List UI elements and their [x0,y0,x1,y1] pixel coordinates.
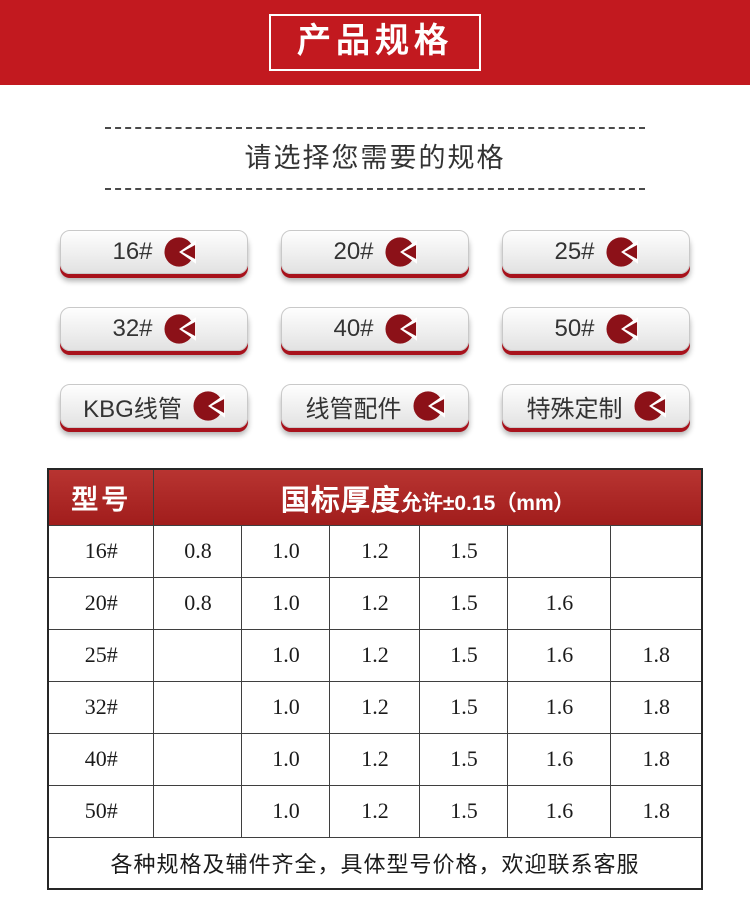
thickness-value-cell: 1.8 [610,732,703,786]
spec-button-label: KBG线管 [83,395,182,423]
table-row: 20# 0.8 1.0 1.2 1.5 1.6 [47,576,703,630]
model-cell: 32# [47,680,155,734]
spec-table: 型号 国标厚度允许±0.15（mm） 16# 0.8 1.0 1.2 1.5 20# 0.8… [46,468,704,891]
table-row: 25# 1.0 1.2 1.5 1.6 1.8 [47,628,703,682]
spec-button-32[interactable]: 32# [60,307,248,352]
thickness-value-cell [610,576,703,630]
thickness-value-cell: 1.2 [329,680,421,734]
spec-button-grid: 16# 20# 25# 32# 40# 50# KBG线管 线管配件 特殊定制 [60,230,690,429]
spec-button-40[interactable]: 40# [281,307,469,352]
model-cell: 50# [47,784,155,838]
pie-click-icon [163,314,196,344]
thickness-value-cell: 1.5 [419,680,509,734]
thickness-value-cell: 1.5 [419,732,509,786]
pie-click-icon [633,391,666,421]
thickness-value-cell: 1.8 [610,680,703,734]
thickness-value-cell [610,524,703,578]
spec-button-label: 25# [554,238,595,266]
pie-click-icon [384,314,417,344]
spec-button-label: 线管配件 [305,395,402,423]
spec-button-20[interactable]: 20# [281,230,469,275]
thickness-value-cell [153,732,243,786]
model-column-header: 型号 [47,468,155,526]
thickness-value-cell: 1.0 [241,680,331,734]
thickness-value-cell: 1.5 [419,628,509,682]
spec-button-label: 特殊定制 [526,395,623,423]
pie-click-icon [605,314,638,344]
pie-click-icon [412,391,445,421]
spec-button-50[interactable]: 50# [502,307,690,352]
thickness-value-cell: 1.8 [610,628,703,682]
thickness-value-cell: 1.2 [329,784,421,838]
thickness-value-cell: 1.0 [241,524,331,578]
thickness-value-cell: 1.0 [241,732,331,786]
spec-button-kbg-pipe[interactable]: KBG线管 [60,384,248,429]
thickness-value-cell [153,628,243,682]
thickness-value-cell [507,524,612,578]
pie-click-icon [605,237,638,267]
thickness-value-cell: 1.6 [507,784,612,838]
thickness-value-cell [153,680,243,734]
pie-click-icon [384,237,417,267]
table-row: 16# 0.8 1.0 1.2 1.5 [47,524,703,578]
thickness-value-cell: 0.8 [153,576,243,630]
model-cell: 40# [47,732,155,786]
thickness-value-cell: 1.8 [610,784,703,838]
spec-button-16[interactable]: 16# [60,230,248,275]
thickness-value-cell: 1.6 [507,680,612,734]
thickness-value-cell: 1.6 [507,732,612,786]
thickness-value-cell: 1.2 [329,576,421,630]
table-note-row: 各种规格及辅件齐全，具体型号价格，欢迎联系客服 [47,836,703,890]
table-row: 50# 1.0 1.2 1.5 1.6 1.8 [47,784,703,838]
dashed-divider-bottom [105,188,645,191]
banner-title-box: 产品规格 [269,14,481,71]
thickness-value-cell: 1.5 [419,784,509,838]
thickness-value-cell: 1.0 [241,576,331,630]
spec-button-custom-order[interactable]: 特殊定制 [502,384,690,429]
thickness-value-cell [153,784,243,838]
model-cell: 25# [47,628,155,682]
thickness-column-header: 国标厚度允许±0.15（mm） [153,468,703,526]
thickness-value-cell: 1.0 [241,628,331,682]
spec-button-pipe-fittings[interactable]: 线管配件 [281,384,469,429]
thickness-value-cell: 1.6 [507,628,612,682]
spec-button-label: 20# [333,238,374,266]
table-row: 32# 1.0 1.2 1.5 1.6 1.8 [47,680,703,734]
thickness-value-cell: 1.5 [419,576,509,630]
selector-heading: 请选择您需要的规格 [244,143,506,173]
pie-click-icon [193,391,225,421]
spec-button-label: 40# [333,315,374,343]
thickness-value-cell: 1.2 [329,524,421,578]
model-cell: 16# [47,524,155,578]
spec-button-25[interactable]: 25# [502,230,690,275]
spec-button-label: 16# [112,238,153,266]
table-row: 40# 1.0 1.2 1.5 1.6 1.8 [47,732,703,786]
thickness-header-sub: 允许±0.15（mm） [400,491,575,515]
model-cell: 20# [47,576,155,630]
contact-note: 各种规格及辅件齐全，具体型号价格，欢迎联系客服 [47,836,703,890]
thickness-value-cell: 1.2 [329,732,421,786]
dashed-divider-top [105,127,645,129]
spec-button-label: 50# [554,315,595,343]
table-header-row: 型号 国标厚度允许±0.15（mm） [47,468,703,526]
thickness-value-cell: 1.6 [507,576,612,630]
thickness-value-cell: 1.2 [329,628,421,682]
page-title: 产品规格 [297,22,453,61]
pie-click-icon [163,237,196,267]
thickness-value-cell: 0.8 [153,524,243,578]
thickness-value-cell: 1.5 [419,524,509,578]
product-spec-banner: 产品规格 [0,0,750,85]
thickness-value-cell: 1.0 [241,784,331,838]
thickness-header-main: 国标厚度 [280,484,401,517]
spec-button-label: 32# [112,315,153,343]
